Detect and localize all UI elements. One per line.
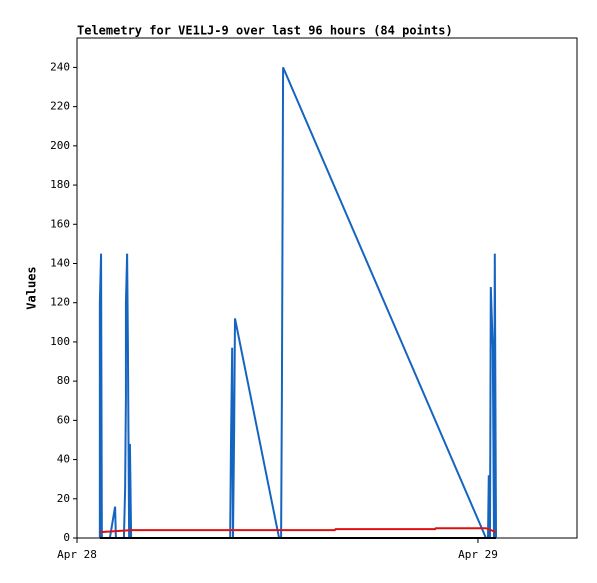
y-tick-label: 200 (50, 139, 70, 152)
series-line (99, 527, 497, 534)
y-tick-label: 100 (50, 335, 70, 348)
y-tick-label: 140 (50, 256, 70, 269)
y-tick-label: 20 (57, 492, 70, 505)
y-tick-label: 60 (57, 413, 70, 426)
y-tick-label: 0 (63, 531, 70, 544)
series-line (98, 67, 498, 539)
y-tick-label: 120 (50, 296, 70, 309)
x-tick-label: Apr 28 (57, 548, 97, 561)
y-tick-label: 180 (50, 178, 70, 191)
y-tick-label: 80 (57, 374, 70, 387)
plot-frame (76, 37, 578, 539)
y-axis-label: Values (25, 266, 39, 309)
y-tick-label: 160 (50, 217, 70, 230)
chart-title: Telemetry for VE1LJ-9 over last 96 hours… (77, 24, 453, 38)
y-tick-label: 220 (50, 100, 70, 113)
y-tick-label: 40 (57, 453, 70, 466)
y-tick-label: 240 (50, 60, 70, 73)
x-tick-label: Apr 29 (458, 548, 498, 561)
